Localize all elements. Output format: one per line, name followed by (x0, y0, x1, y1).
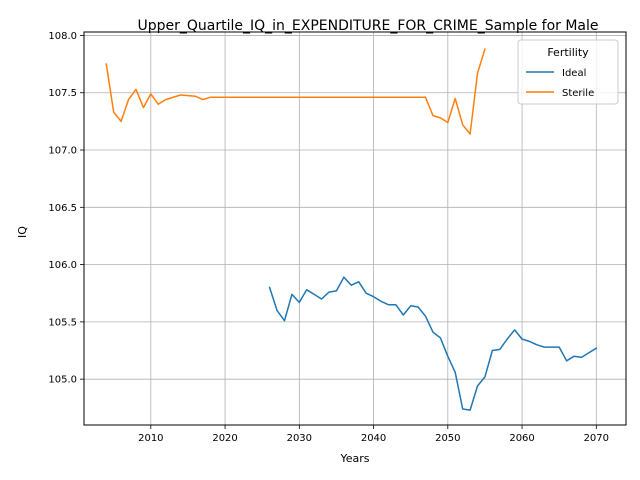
chart-title: Upper_Quartile_IQ_in_EXPENDITURE_FOR_CRI… (137, 18, 598, 34)
x-tick-label: 2040 (361, 433, 386, 444)
plot-area-frame (83, 31, 627, 426)
legend: Fertility Ideal Sterile (517, 39, 619, 105)
series-line-ideal (268, 276, 598, 411)
legend-box (517, 39, 619, 105)
y-tick-label: 108.0 (48, 31, 77, 42)
y-tick-label: 106.5 (48, 203, 77, 214)
y-tick-label: 107.0 (48, 146, 77, 157)
y-tick-label: 106.0 (48, 260, 77, 271)
legend-title: Fertility (547, 46, 589, 59)
legend-label-sterile: Sterile (562, 88, 594, 99)
legend-label-ideal: Ideal (562, 68, 586, 79)
x-tick-label: 2010 (138, 433, 163, 444)
x-tick-label: 2050 (435, 433, 460, 444)
y-axis: 105.0 105.5 106.0 106.5 107.0 107.5 108.0 (48, 31, 84, 386)
x-tick-label: 2060 (509, 433, 534, 444)
y-tick-label: 105.5 (48, 317, 77, 328)
y-axis-label: IQ (16, 226, 29, 238)
x-axis: 2010 2020 2030 2040 2050 2060 2070 (138, 425, 609, 444)
x-tick-label: 2070 (584, 433, 609, 444)
y-tick-label: 105.0 (48, 375, 77, 386)
series-line-sterile (105, 48, 486, 135)
x-axis-label: Years (339, 452, 369, 465)
x-tick-label: 2030 (287, 433, 312, 444)
series-group (105, 48, 598, 411)
y-tick-label: 107.5 (48, 88, 77, 99)
x-tick-label: 2020 (212, 433, 237, 444)
